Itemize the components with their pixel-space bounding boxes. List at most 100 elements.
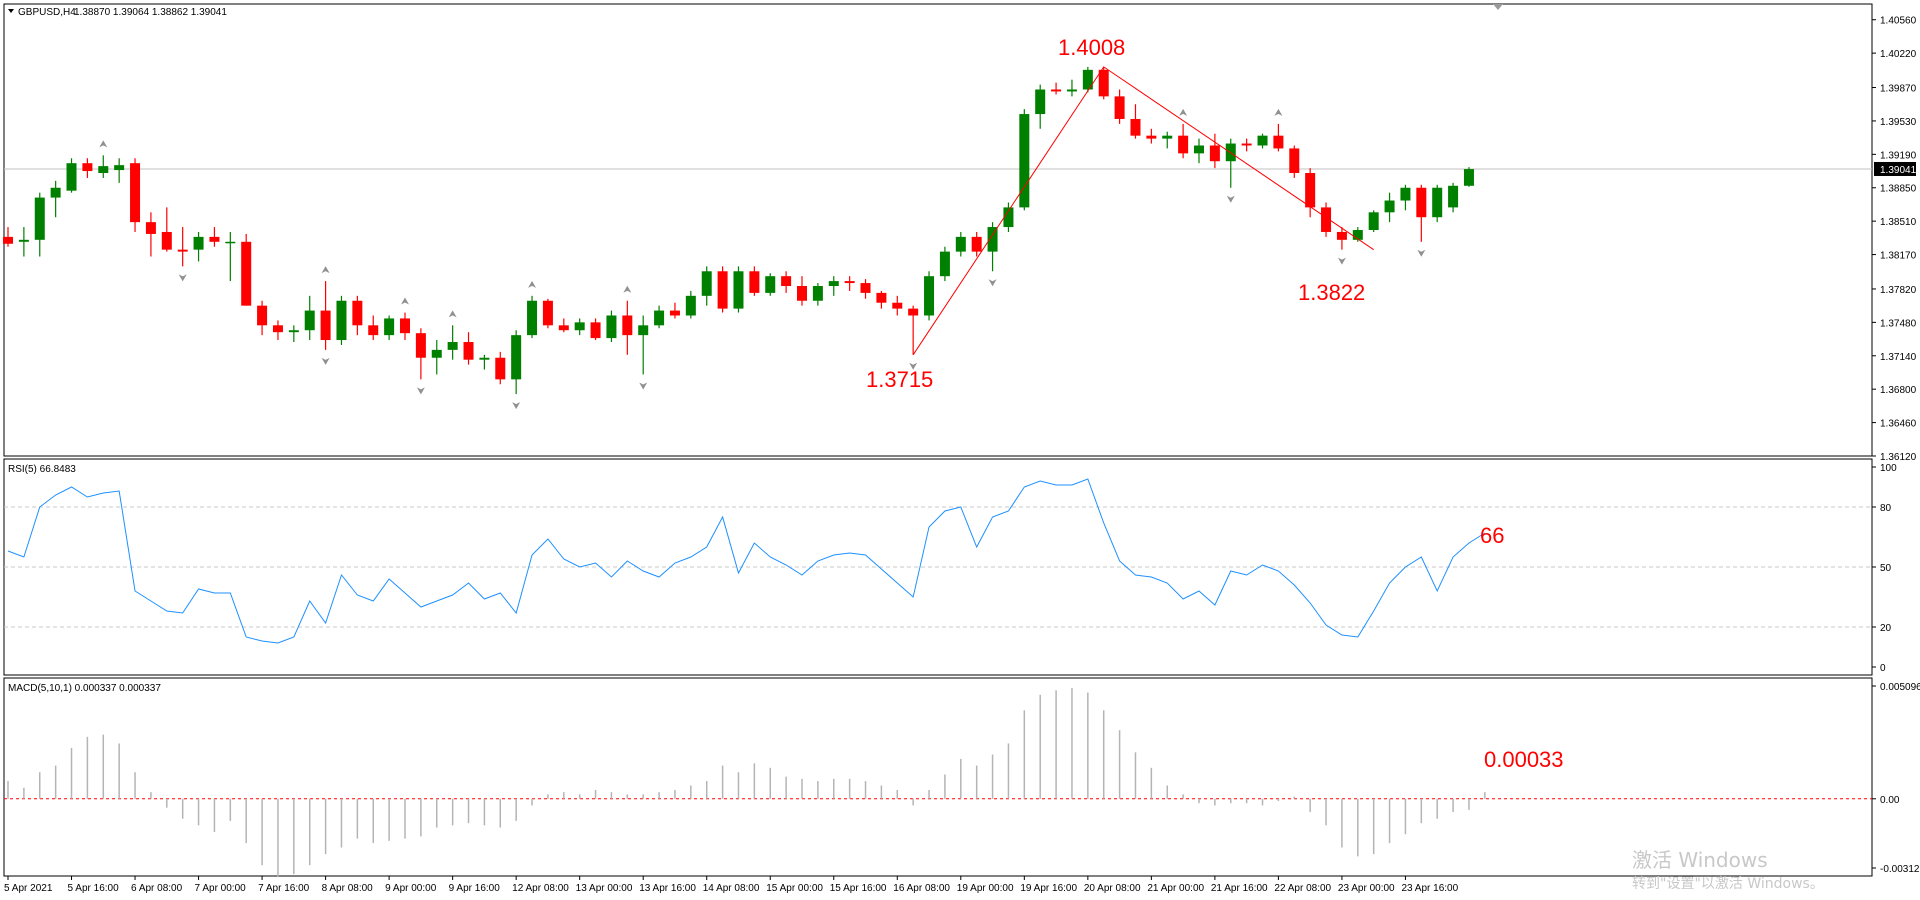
candle-body (145, 222, 156, 234)
fractal-down-icon (178, 274, 187, 282)
candle-body (876, 292, 887, 303)
macd-value-annotation: 0.00033 (1484, 747, 1564, 772)
candle-body (1352, 230, 1363, 240)
macd-label: MACD(5,10,1) 0.000337 0.000337 (8, 683, 161, 694)
fractal-up-icon (448, 310, 457, 318)
candle-body (415, 333, 426, 358)
candle-body (368, 325, 379, 336)
macd-axis-label: 0.005096 (1880, 682, 1920, 693)
candle-body (288, 330, 299, 333)
candle-body (50, 187, 61, 198)
candle-body (336, 300, 347, 341)
candle-body (130, 163, 141, 223)
candle-body (479, 357, 490, 360)
fractal-down-icon (909, 362, 918, 370)
candle-body (892, 302, 903, 309)
price-panel[interactable] (3, 3, 1873, 457)
symbol-label: GBPUSD,H4 (18, 7, 76, 18)
candle-body (1082, 69, 1093, 90)
time-axis-label: 15 Apr 00:00 (766, 883, 823, 894)
rsi-line (7, 478, 1486, 644)
candle-body (66, 163, 77, 191)
candle-body (654, 310, 665, 326)
ohlc-label: 1.38870 1.39064 1.38862 1.39041 (74, 7, 227, 18)
candle-body (1241, 143, 1252, 146)
candle-body (558, 325, 569, 331)
candle-body (1273, 135, 1284, 149)
candle-body (955, 236, 966, 252)
fractal-down-icon (1417, 249, 1426, 257)
candle-body (1257, 135, 1268, 146)
chart-shift-marker-icon[interactable] (1493, 4, 1503, 10)
candle-body (685, 295, 696, 316)
candle-body (527, 300, 538, 336)
candle-body (82, 163, 93, 172)
low-left-annotation: 1.3715 (866, 367, 933, 392)
fractal-up-icon (528, 280, 537, 288)
current-price-tag (1874, 161, 1916, 176)
candle-body (400, 318, 410, 334)
candle-body (1146, 135, 1157, 139)
time-axis-label: 5 Apr 16:00 (68, 883, 120, 894)
candle-body (542, 300, 553, 326)
rsi-axis-label: 100 (1880, 463, 1897, 474)
candle-body (765, 276, 776, 293)
price-axis-label: 1.40220 (1880, 49, 1917, 60)
macd-panel[interactable] (3, 677, 1873, 877)
candle-body (1035, 89, 1046, 115)
time-axis-label: 9 Apr 16:00 (449, 883, 501, 894)
time-axis-label: 20 Apr 08:00 (1084, 883, 1141, 894)
candle-body (1194, 145, 1204, 154)
candle-body (844, 281, 855, 284)
price-axis-label: 1.39870 (1880, 84, 1917, 95)
candle-body (1305, 173, 1316, 208)
time-axis-label: 9 Apr 00:00 (385, 883, 437, 894)
time-axis-label: 7 Apr 00:00 (195, 883, 247, 894)
candle-body (384, 318, 395, 336)
rsi-axis-label: 0 (1880, 663, 1886, 674)
candle-body (781, 276, 792, 287)
fractal-up-icon (321, 266, 330, 274)
fractal-up-icon (99, 140, 108, 148)
macd-axis-label: -0.003127 (1880, 864, 1920, 875)
price-axis-label: 1.36460 (1880, 419, 1917, 430)
candle-body (638, 325, 649, 336)
price-axis-label: 1.37140 (1880, 352, 1917, 363)
candle-body (590, 322, 601, 339)
fractal-down-icon (1226, 195, 1235, 203)
candle-body (272, 325, 283, 333)
time-axis-label: 23 Apr 16:00 (1401, 883, 1458, 894)
candle-body (495, 357, 506, 380)
candle-body (749, 271, 760, 293)
candle-body (797, 286, 807, 301)
time-axis-label: 21 Apr 16:00 (1211, 883, 1268, 894)
candle-body (1019, 114, 1030, 208)
candle-body (606, 315, 617, 339)
current-price-label: 1.39041 (1880, 165, 1917, 176)
candle-body (1336, 231, 1347, 240)
price-axis-label: 1.40560 (1880, 16, 1917, 27)
candle-body (908, 308, 919, 316)
candle-body (193, 236, 204, 250)
candle-body (733, 271, 744, 309)
price-axis-label: 1.38170 (1880, 251, 1917, 262)
candle-body (987, 227, 998, 252)
candle-body (1384, 200, 1395, 213)
fractal-up-icon (623, 285, 632, 293)
rsi-axis-label: 20 (1880, 623, 1892, 634)
candle-body (304, 310, 315, 331)
time-axis-label: 8 Apr 08:00 (322, 883, 374, 894)
watermark-line1: 激活 Windows (1632, 848, 1768, 872)
time-axis-label: 6 Apr 08:00 (131, 883, 183, 894)
dropdown-triangle-icon[interactable] (8, 9, 14, 13)
time-axis-label: 7 Apr 16:00 (258, 883, 310, 894)
rsi-axis-label: 50 (1880, 563, 1892, 574)
candle-body (1209, 145, 1220, 162)
high-annotation: 1.4008 (1058, 35, 1125, 60)
candle-body (18, 239, 29, 242)
watermark-line2: 转到"设置"以激活 Windows。 (1632, 875, 1824, 892)
time-axis-label: 21 Apr 00:00 (1147, 883, 1204, 894)
candle-body (828, 281, 839, 287)
candle-body (860, 283, 871, 293)
